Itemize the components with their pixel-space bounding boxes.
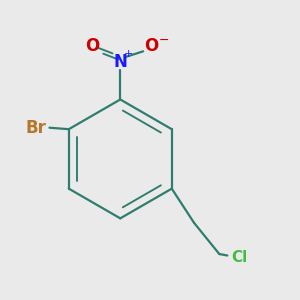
Text: +: +	[124, 49, 133, 59]
Text: O: O	[85, 37, 99, 55]
Text: N: N	[113, 53, 127, 71]
Text: Cl: Cl	[231, 250, 247, 265]
Text: Br: Br	[26, 119, 46, 137]
Text: −: −	[159, 34, 169, 47]
Text: O: O	[144, 37, 159, 55]
